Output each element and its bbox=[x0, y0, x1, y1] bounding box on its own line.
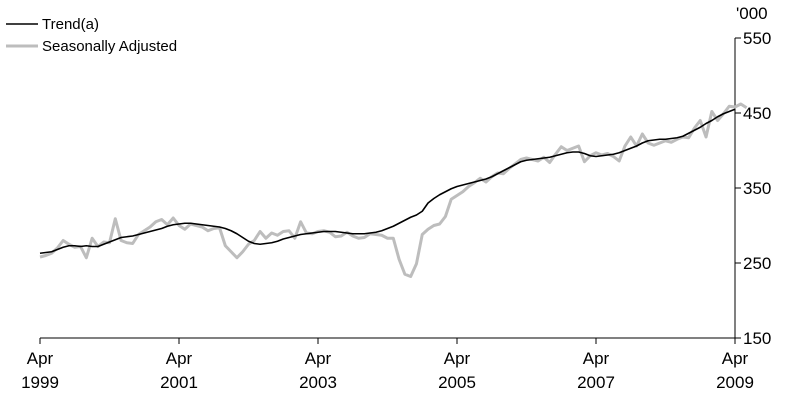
trend-series-line bbox=[39, 108, 736, 255]
series-layer bbox=[39, 102, 748, 278]
legend: Trend(a) Seasonally Adjusted bbox=[6, 16, 177, 55]
y-tick-label: 550 bbox=[743, 29, 771, 48]
y-tick-label: 150 bbox=[743, 329, 771, 348]
x-tick-year-label: 1999 bbox=[21, 373, 59, 392]
y-tick-label: 250 bbox=[743, 254, 771, 273]
x-tick-year-label: 2001 bbox=[160, 373, 198, 392]
x-tick-month-label: Apr bbox=[583, 349, 610, 368]
x-tick-year-label: 2003 bbox=[299, 373, 337, 392]
y-ticks: 150 250 350 450 550 bbox=[735, 29, 771, 348]
x-tick-month-label: Apr bbox=[722, 349, 749, 368]
axes bbox=[40, 38, 736, 339]
x-tick-month-label: Apr bbox=[444, 349, 471, 368]
y-tick-label: 450 bbox=[743, 104, 771, 123]
x-tick-month-label: Apr bbox=[27, 349, 54, 368]
seasonally-adjusted-series-line bbox=[39, 102, 748, 278]
legend-trend-label: Trend(a) bbox=[42, 16, 99, 33]
y-axis-unit-label: '000 bbox=[736, 4, 768, 23]
x-tick-month-label: Apr bbox=[166, 349, 193, 368]
x-tick-month-label: Apr bbox=[305, 349, 332, 368]
y-tick-label: 350 bbox=[743, 179, 771, 198]
x-tick-year-label: 2007 bbox=[577, 373, 615, 392]
x-tick-year-label: 2005 bbox=[438, 373, 476, 392]
x-ticks: Apr 1999 Apr 2001 Apr 2003 Apr 2005 Apr 2007 Apr 20… bbox=[21, 338, 754, 392]
legend-sa-label: Seasonally Adjusted bbox=[42, 38, 177, 55]
x-tick-year-label: 2009 bbox=[716, 373, 754, 392]
